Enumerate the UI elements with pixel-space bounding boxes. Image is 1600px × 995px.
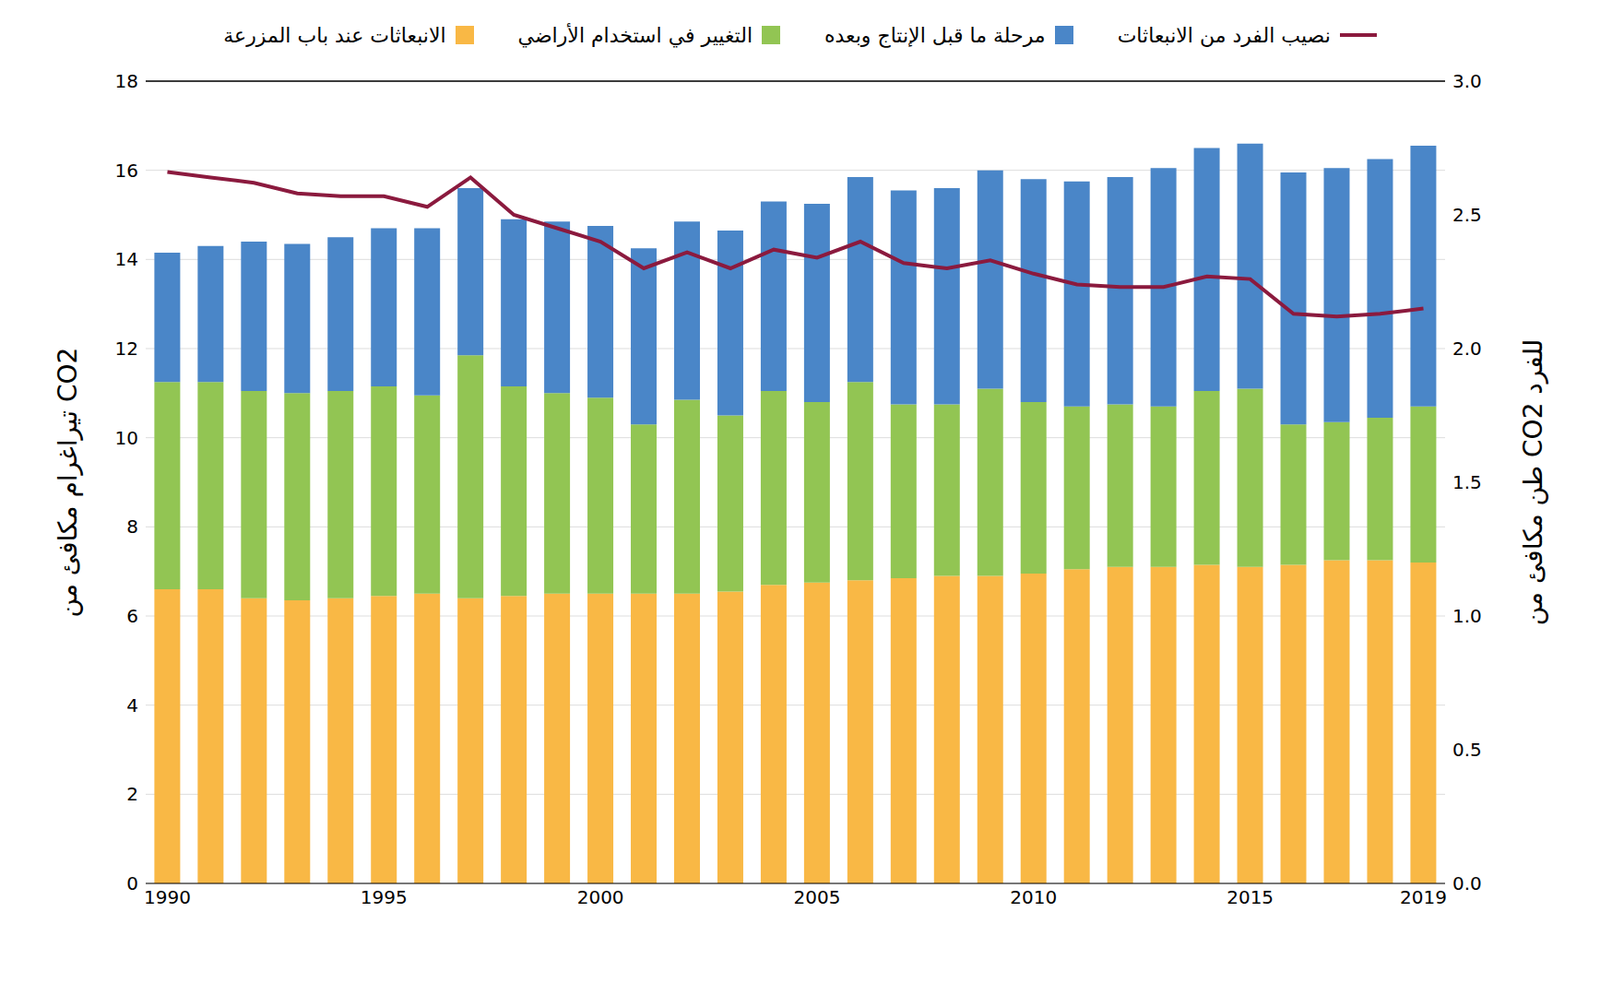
svg-text:1990: 1990 bbox=[143, 886, 191, 909]
svg-text:3.0: 3.0 bbox=[1452, 70, 1482, 93]
svg-text:12: 12 bbox=[115, 337, 139, 360]
svg-text:طن مكافئ من CO2 للفرد: طن مكافئ من CO2 للفرد bbox=[1517, 339, 1549, 627]
svg-text:تيراغرام مكافئ من CO2: تيراغرام مكافئ من CO2 bbox=[52, 347, 83, 618]
svg-text:2: 2 bbox=[126, 782, 139, 806]
svg-text:4: 4 bbox=[126, 694, 139, 717]
html-text:الانبعاثات عند باب المزرعة: الانبعاثات عند باب المزرعة bbox=[223, 23, 446, 47]
svg-text:6: 6 bbox=[126, 604, 139, 628]
svg-text:1995: 1995 bbox=[360, 886, 408, 909]
svg-text:1.5: 1.5 bbox=[1452, 471, 1482, 494]
html-text:مرحلة ما قبل الإنتاج وبعده: مرحلة ما قبل الإنتاج وبعده bbox=[824, 23, 1046, 47]
html-text:التغيير في استخدام الأراضي: التغيير في استخدام الأراضي bbox=[517, 23, 753, 47]
svg-text:14: 14 bbox=[115, 248, 139, 271]
svg-text:1.0: 1.0 bbox=[1452, 604, 1482, 628]
svg-text:18: 18 bbox=[115, 70, 139, 93]
svg-text:2019: 2019 bbox=[1399, 886, 1447, 909]
svg-text:2015: 2015 bbox=[1226, 886, 1274, 909]
svg-text:8: 8 bbox=[126, 515, 139, 538]
svg-text:16: 16 bbox=[115, 159, 139, 182]
svg-text:0.0: 0.0 bbox=[1452, 872, 1482, 895]
html-text:نصيب الفرد من الانبعاثات: نصيب الفرد من الانبعاثات bbox=[1117, 23, 1331, 47]
svg-text:2.0: 2.0 bbox=[1452, 337, 1482, 360]
svg-text:10: 10 bbox=[115, 426, 139, 450]
svg-text:2010: 2010 bbox=[1009, 886, 1057, 909]
svg-text:2.5: 2.5 bbox=[1452, 203, 1482, 226]
svg-text:0.5: 0.5 bbox=[1452, 738, 1482, 761]
svg-text:0: 0 bbox=[126, 872, 139, 895]
svg-text:2005: 2005 bbox=[794, 886, 842, 909]
svg-text:2000: 2000 bbox=[577, 886, 625, 909]
